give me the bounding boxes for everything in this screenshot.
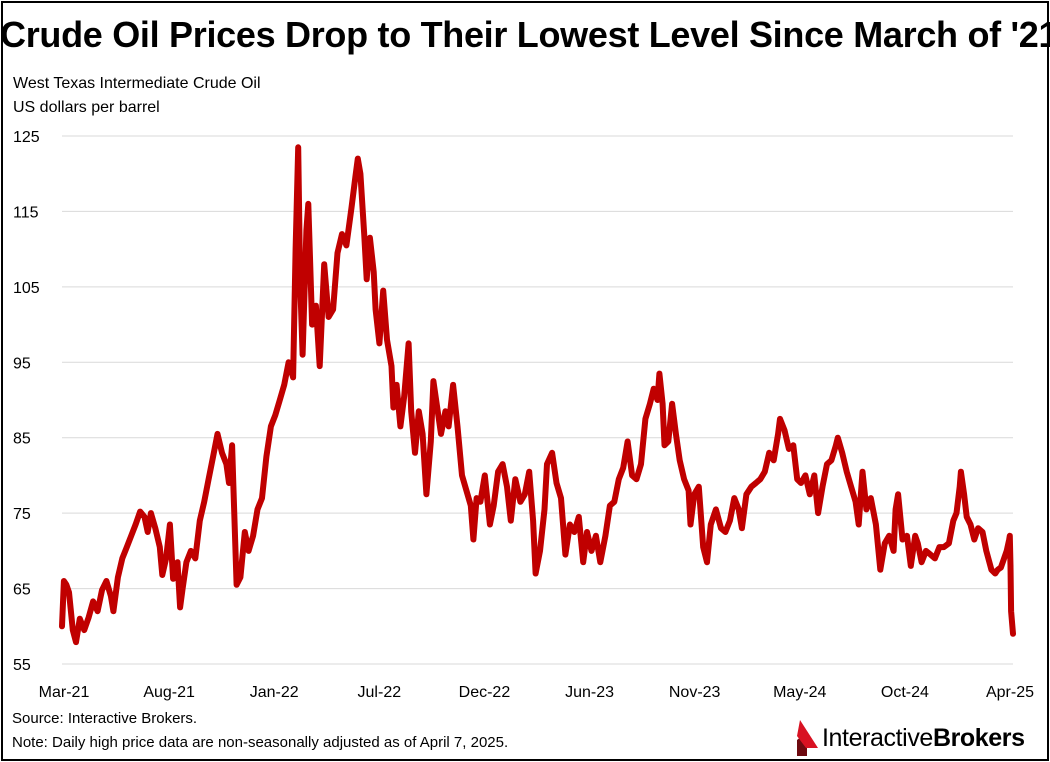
y-tick-label: 95 — [13, 355, 31, 372]
y-tick-label: 55 — [13, 657, 31, 674]
logo-wordmark-bold: Brokers — [932, 723, 1025, 752]
chart-subtitle-series: West Texas Intermediate Crude Oil — [13, 75, 261, 92]
y-tick-label: 105 — [13, 280, 40, 297]
chart-title: Crude Oil Prices Drop to Their Lowest Le… — [0, 14, 1050, 55]
x-tick-label: Nov-23 — [669, 684, 721, 701]
chart-subtitle-units: US dollars per barrel — [13, 99, 160, 116]
y-tick-label: 115 — [13, 204, 39, 221]
logo-wordmark-regular: Interactive — [822, 723, 933, 752]
x-tick-label: Jul-22 — [358, 684, 402, 701]
x-tick-label: May-24 — [773, 684, 826, 701]
x-tick-label: Apr-25 — [986, 684, 1034, 701]
logo-wordmark: InteractiveBrokers — [822, 724, 1025, 753]
x-tick-label: Aug-21 — [143, 684, 195, 701]
y-tick-label: 85 — [13, 431, 31, 448]
source-note: Source: Interactive Brokers. — [12, 710, 198, 727]
x-tick-label: Dec-22 — [459, 684, 511, 701]
y-tick-label: 65 — [13, 582, 31, 599]
x-tick-label: Mar-21 — [39, 684, 90, 701]
y-tick-label: 75 — [13, 506, 31, 523]
y-tick-label: 125 — [13, 129, 40, 146]
wti-price-series-line — [59, 144, 1016, 646]
x-tick-label: Jun-23 — [565, 684, 614, 701]
x-tick-label: Oct-24 — [881, 684, 929, 701]
interactive-brokers-logo: InteractiveBrokers — [794, 718, 1025, 758]
x-tick-label: Jan-22 — [250, 684, 299, 701]
data-note: Note: Daily high price data are non-seas… — [12, 734, 509, 751]
interactive-brokers-logo-icon — [797, 720, 818, 756]
